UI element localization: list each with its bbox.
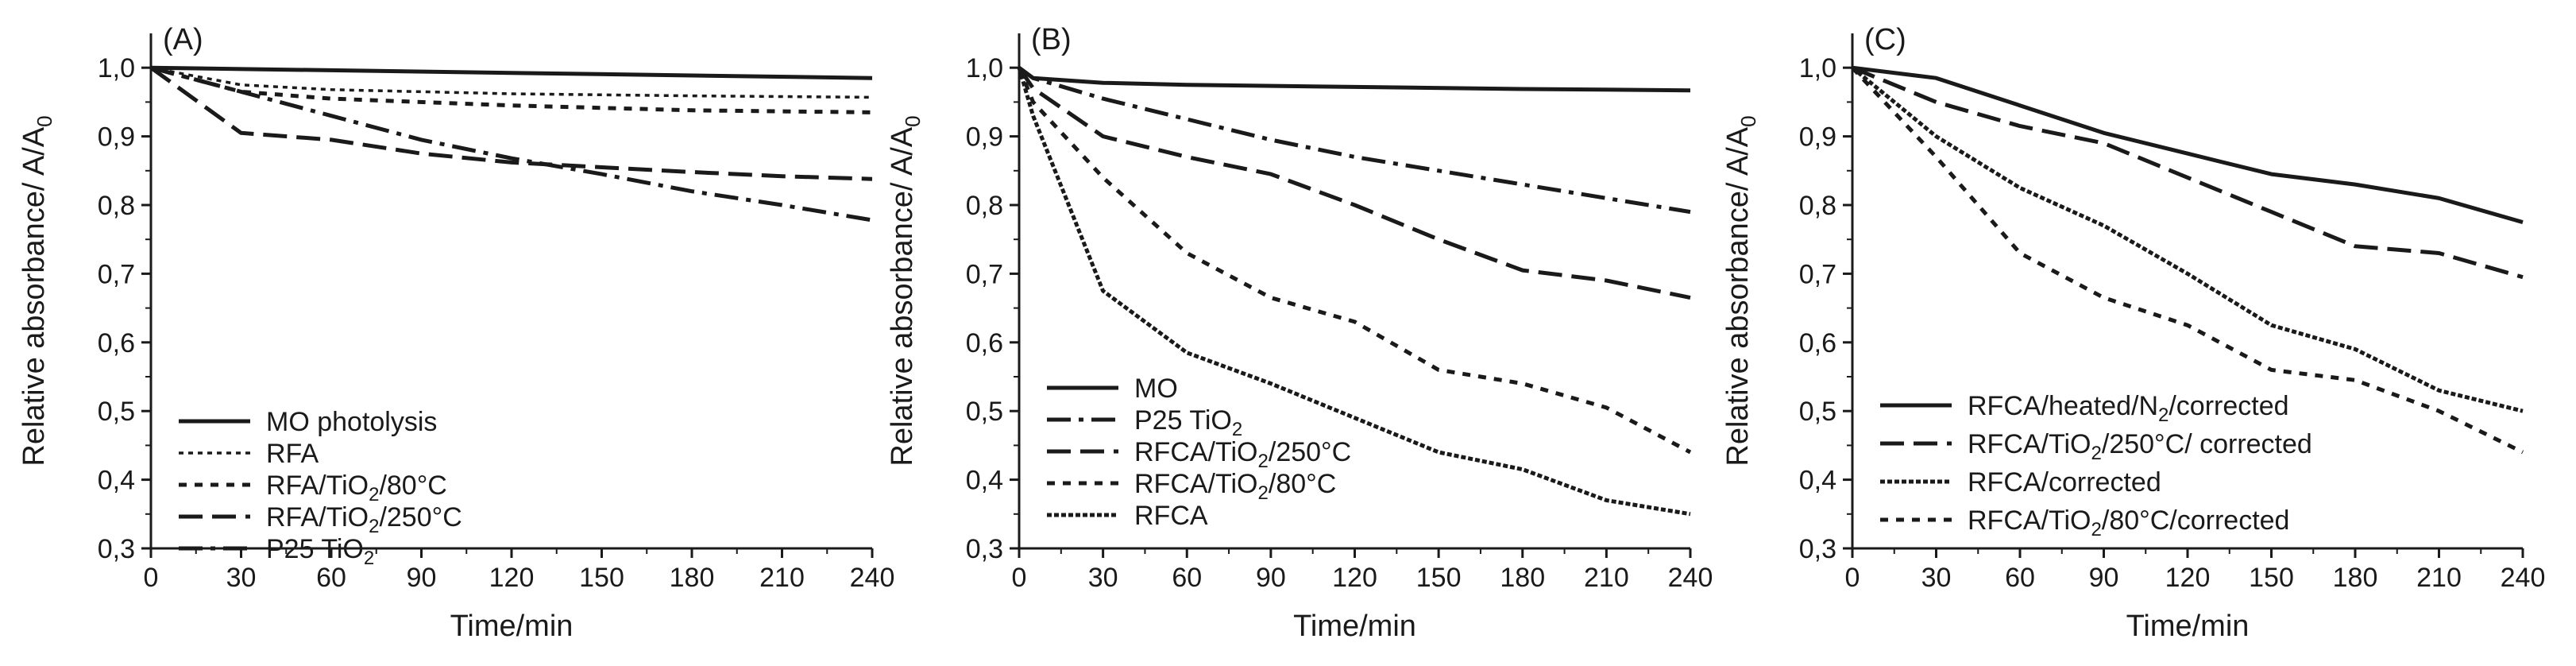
legend-label: RFCA/heated/N2/corrected bbox=[1968, 391, 2289, 426]
legend-label: MO photolysis bbox=[266, 407, 437, 437]
legend-label: RFA/TiO2/250°C bbox=[266, 502, 462, 537]
series-line-2 bbox=[1852, 65, 2524, 280]
y-tick-label: 0,9 bbox=[966, 122, 1003, 153]
y-tick-label: 0,3 bbox=[966, 534, 1003, 564]
x-tick-label: 240 bbox=[850, 563, 895, 593]
chart-panel-2: 0 30 60 90 120 150 180 210 240 0,3 0,4 0,5 0,6 0,7 0,8… bbox=[886, 23, 1713, 643]
y-tick-label: 0,4 bbox=[98, 466, 135, 496]
x-tick-label: 180 bbox=[670, 563, 715, 593]
legend-label: RFA bbox=[266, 439, 319, 469]
series-line-4 bbox=[1851, 66, 2524, 455]
y-tick-label: 0,3 bbox=[1799, 534, 1836, 564]
x-tick-label: 0 bbox=[1845, 563, 1860, 593]
y-tick-label: 0,6 bbox=[1799, 328, 1836, 358]
y-tick-label: 0,7 bbox=[98, 259, 135, 289]
y-tick-label: 0,4 bbox=[966, 466, 1003, 496]
x-tick-label: 180 bbox=[1500, 563, 1545, 593]
y-tick-label: 0,8 bbox=[1799, 191, 1836, 221]
legend-label: RFCA bbox=[1134, 501, 1208, 531]
x-axis-title: Time/min bbox=[450, 610, 574, 643]
y-tick-label: 1,0 bbox=[966, 53, 1003, 83]
x-tick-label: 150 bbox=[1416, 563, 1462, 593]
series-line-5 bbox=[1017, 67, 1691, 517]
y-tick-label: 0,7 bbox=[966, 259, 1003, 289]
y-tick-label: 0,5 bbox=[1799, 397, 1836, 427]
x-tick-label: 120 bbox=[2165, 563, 2211, 593]
panel-label: (C) bbox=[1864, 23, 1906, 56]
y-tick-label: 0,7 bbox=[1799, 259, 1836, 289]
series-line-5 bbox=[150, 65, 873, 223]
x-tick-label: 0 bbox=[144, 563, 159, 593]
y-tick-label: 0,6 bbox=[98, 328, 135, 358]
x-tick-label: 90 bbox=[2089, 563, 2119, 593]
x-tick-label: 60 bbox=[1172, 563, 1202, 593]
legend-label: P25 TiO2 bbox=[266, 534, 374, 569]
x-tick-label: 30 bbox=[226, 563, 257, 593]
y-tick-label: 0,8 bbox=[98, 191, 135, 221]
y-axis-title: Relative absorbance/ A/A0 bbox=[1721, 115, 1760, 466]
series-line-1 bbox=[150, 65, 873, 80]
y-tick-label: 0,9 bbox=[98, 122, 135, 153]
y-tick-label: 0,5 bbox=[98, 397, 135, 427]
y-tick-label: 0,5 bbox=[966, 397, 1003, 427]
x-tick-label: 120 bbox=[1332, 563, 1377, 593]
chart-panel-3: 0 30 60 90 120 150 180 210 240 0,3 0,4 0,5 0,6 0,7 0,8… bbox=[1721, 23, 2545, 643]
legend-label: P25 TiO2 bbox=[1134, 405, 1242, 440]
x-tick-label: 210 bbox=[1584, 563, 1629, 593]
y-axis-title: Relative absorbance/ A/A0 bbox=[886, 115, 925, 466]
series-line-2 bbox=[150, 66, 873, 99]
y-tick-label: 0,6 bbox=[966, 328, 1003, 358]
series-line-4 bbox=[1017, 67, 1692, 455]
x-tick-label: 0 bbox=[1012, 563, 1027, 593]
y-tick-label: 0,8 bbox=[966, 191, 1003, 221]
x-tick-label: 30 bbox=[1921, 563, 1952, 593]
series-line-4 bbox=[149, 66, 873, 181]
series-line-3 bbox=[150, 65, 873, 114]
series-line-1 bbox=[1852, 65, 2524, 225]
x-axis-title: Time/min bbox=[2126, 610, 2250, 643]
x-axis-title: Time/min bbox=[1293, 610, 1416, 643]
chart-panel-1: 0 30 60 90 120 150 180 210 240 0,3 0,4 0,5 0,6 0,7 0,8… bbox=[17, 23, 894, 643]
x-tick-label: 180 bbox=[2333, 563, 2378, 593]
x-tick-label: 60 bbox=[316, 563, 346, 593]
legend-label: RFCA/TiO2/250°C bbox=[1134, 437, 1351, 472]
series-line-3 bbox=[1851, 66, 2524, 413]
panel-label: (A) bbox=[163, 23, 203, 56]
legend-label: RFA/TiO2/80°C bbox=[266, 470, 447, 505]
series-line-3 bbox=[1017, 66, 1691, 300]
x-tick-label: 240 bbox=[2501, 563, 2546, 593]
legend-label: RFCA/TiO2/80°C bbox=[1134, 469, 1336, 504]
x-tick-label: 90 bbox=[1256, 563, 1286, 593]
series-line-1 bbox=[1018, 66, 1691, 93]
x-tick-label: 90 bbox=[407, 563, 437, 593]
legend-label: RFCA/corrected bbox=[1968, 467, 2161, 498]
series-line-2 bbox=[1018, 66, 1691, 215]
y-tick-label: 1,0 bbox=[1799, 53, 1836, 83]
x-tick-label: 30 bbox=[1088, 563, 1118, 593]
panel-label: (B) bbox=[1031, 23, 1072, 56]
x-tick-label: 150 bbox=[2249, 563, 2294, 593]
y-tick-label: 0,4 bbox=[1799, 466, 1836, 496]
x-tick-label: 120 bbox=[489, 563, 535, 593]
x-tick-label: 60 bbox=[2005, 563, 2035, 593]
y-axis-title: Relative absorbance/ A/A0 bbox=[17, 115, 56, 466]
x-tick-label: 240 bbox=[1668, 563, 1713, 593]
legend-label: MO bbox=[1134, 374, 1178, 404]
legend-label: RFCA/TiO2/250°C/ corrected bbox=[1968, 429, 2312, 464]
x-tick-label: 210 bbox=[759, 563, 805, 593]
x-tick-label: 210 bbox=[2416, 563, 2462, 593]
y-tick-label: 0,9 bbox=[1799, 122, 1836, 153]
y-tick-label: 1,0 bbox=[98, 53, 135, 83]
y-tick-label: 0,3 bbox=[98, 534, 135, 564]
x-tick-label: 150 bbox=[579, 563, 624, 593]
legend-label: RFCA/TiO2/80°C/corrected bbox=[1968, 505, 2289, 540]
